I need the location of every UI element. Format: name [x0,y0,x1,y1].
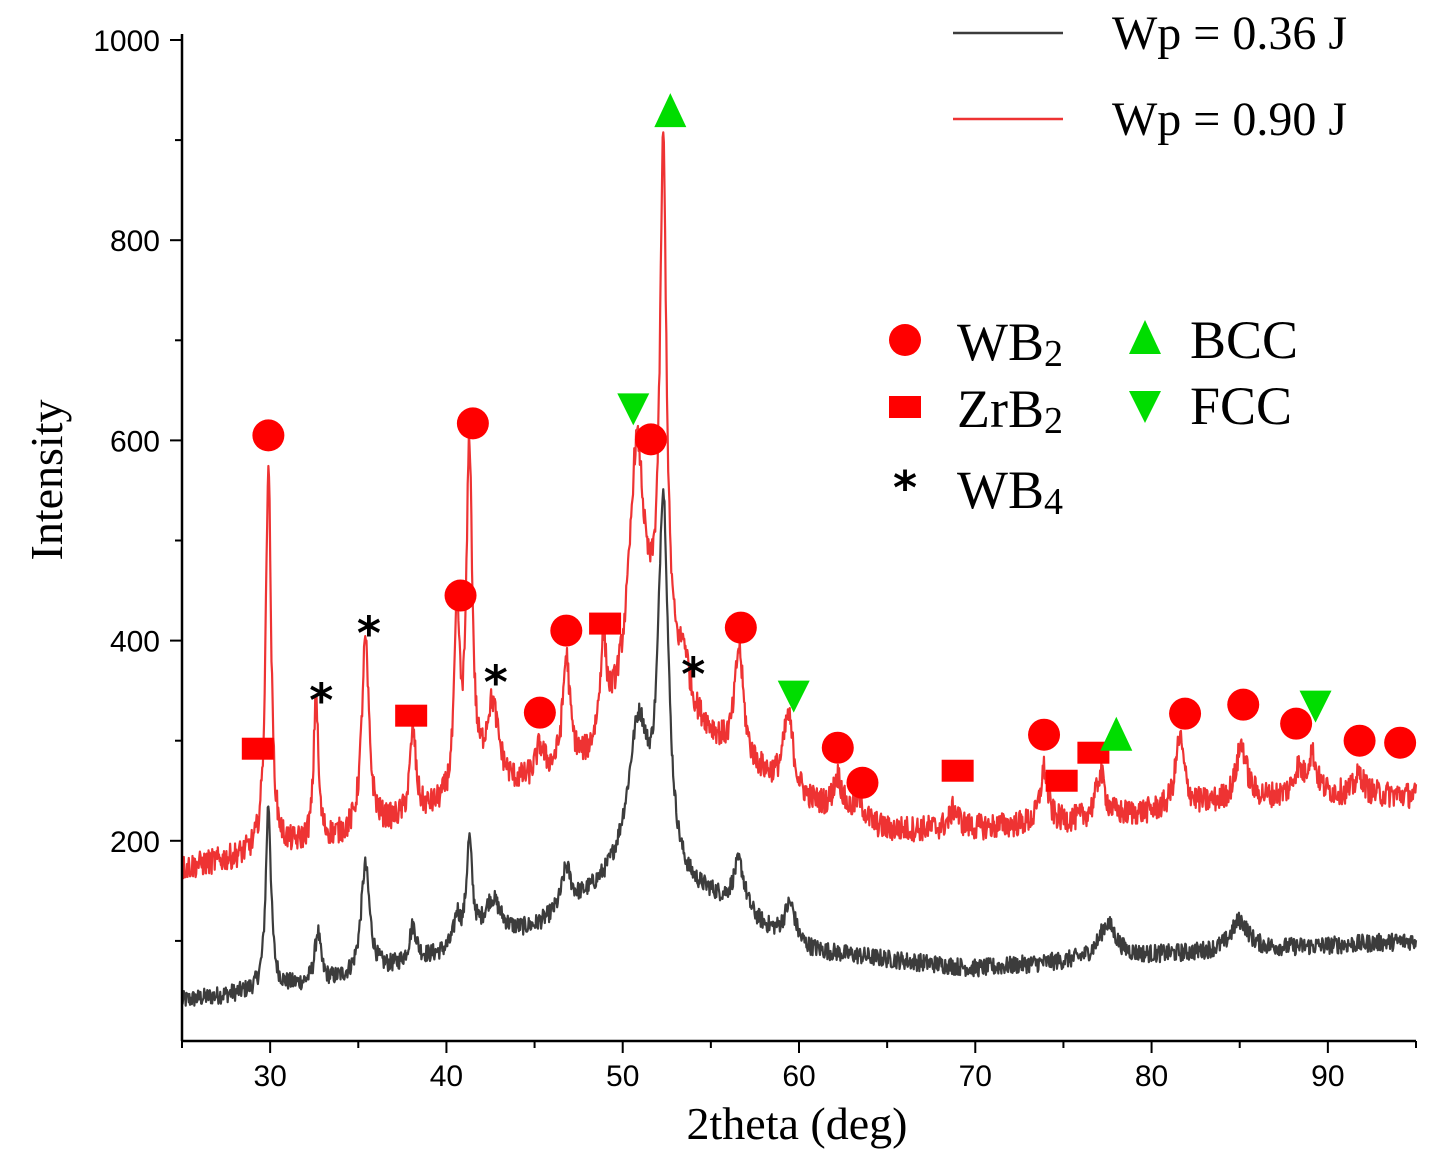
phase-markers: * * * * [241,93,1417,799]
marker-wb2 [444,579,477,612]
x-tick-label: 40 [430,1060,463,1093]
series-line-wp-036 [180,488,1418,1007]
marker-wb4: * [357,607,381,661]
marker-fcc [1299,690,1332,723]
plot-area [180,131,1418,1007]
y-tick-label: 600 [110,425,160,458]
phase-legend-symbol: * [893,461,917,515]
marker-zrb2 [1077,741,1110,764]
marker-wb2 [1169,697,1202,730]
x-tick-label: 70 [959,1060,992,1093]
x-tick-label: 80 [1135,1060,1168,1093]
x-axis-title: 2theta (deg) [687,1098,908,1149]
phase-legend-symbol [889,324,921,356]
legend-label: Wp = 0.36 J [1112,7,1347,60]
marker-wb2 [1280,707,1313,740]
phase-legend-label: FCC [1190,376,1292,436]
y-tick-label: 800 [110,225,160,258]
marker-wb4: * [484,656,508,710]
marker-wb2 [550,614,583,647]
y-tick-label: 1000 [93,25,160,58]
marker-zrb2 [1045,769,1078,792]
axes: 200 400 600 800 1000 30 40 50 60 70 80 90 [93,25,1417,1093]
marker-fcc [617,393,650,426]
marker-wb2 [1384,726,1417,759]
phase-legend-label: WB2 [957,312,1063,375]
phase-legend-symbol [889,396,921,418]
marker-wb2 [1028,718,1061,751]
x-tick-label: 60 [782,1060,815,1093]
marker-zrb2 [941,759,974,782]
marker-bcc [1100,716,1133,751]
phase-legend-label: ZrB2 [957,379,1063,442]
marker-wb2 [252,419,285,452]
series-line-wp-090 [181,131,1418,880]
marker-zrb2 [589,612,622,635]
series-legend: Wp = 0.36 J Wp = 0.90 J [953,0,1435,260]
marker-wb4: * [309,674,333,728]
marker-wb2 [846,766,879,799]
marker-wb2 [523,696,556,729]
marker-wb2 [1343,724,1376,757]
legend-box [1030,0,1435,260]
marker-wb2 [724,611,757,644]
phase-legend-symbol [1129,391,1161,423]
x-tick-label: 30 [253,1060,286,1093]
legend-label: Wp = 0.90 J [1112,93,1347,146]
phase-legend-symbol [1129,320,1161,354]
y-tick-label: 400 [110,626,160,659]
x-tick-label: 50 [606,1060,639,1093]
marker-wb4: * [681,648,705,702]
y-tick-label: 200 [110,826,160,859]
phase-legend-label: BCC [1190,310,1298,370]
y-axis-title: Intensity [21,400,72,561]
marker-wb2 [456,407,489,440]
phase-legend-label: WB4 [957,460,1063,523]
marker-wb2 [634,423,667,456]
marker-bcc [654,93,687,128]
marker-zrb2 [241,737,274,760]
marker-fcc [777,680,810,713]
marker-wb2 [821,731,854,764]
marker-wb2 [1227,688,1260,721]
marker-zrb2 [395,704,428,727]
x-tick-label: 90 [1311,1060,1344,1093]
